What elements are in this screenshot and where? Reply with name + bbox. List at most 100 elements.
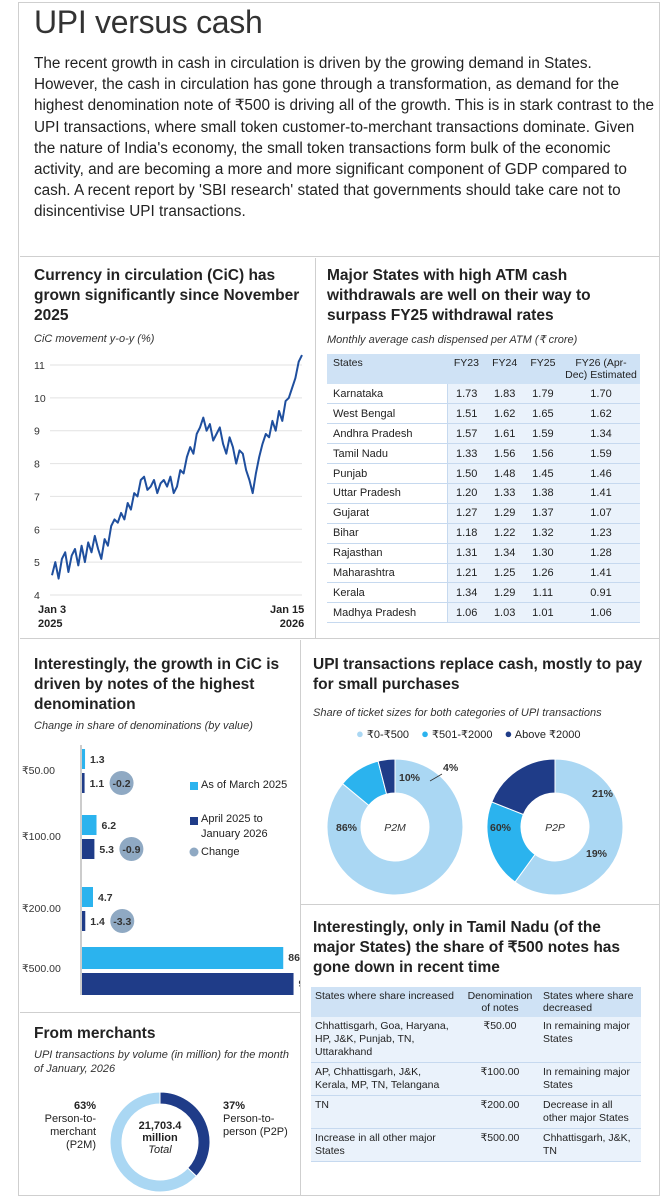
atm-value: 1.83: [485, 384, 524, 405]
atm-subtitle: Monthly average cash dispensed per ATM (…: [327, 334, 578, 346]
state-name: Bihar: [327, 523, 448, 544]
denom-category-label: ₹50.00: [22, 765, 55, 777]
change-bubble: [119, 837, 144, 861]
atm-value: 1.34: [447, 582, 486, 604]
states-cell: Chhattisgarh, J&K, TN: [539, 1128, 641, 1162]
denom-category-label: ₹500.00: [22, 963, 61, 975]
table-row: Kerala 1.34 1.29 1.11 0.91: [327, 582, 640, 604]
atm-value: 1.51: [447, 403, 486, 425]
divider: [20, 638, 660, 639]
tn-heading: Interestingly, only in Tamil Nadu (of th…: [313, 919, 621, 976]
state-name: Maharashtra: [327, 563, 448, 584]
atm-value: 1.11: [523, 582, 562, 604]
states-cell: Increase in all other major States: [311, 1128, 461, 1162]
divider: [20, 256, 660, 257]
cic-y-tick: 10: [34, 393, 46, 405]
donut-center-label: P2M: [384, 822, 406, 834]
atm-value: 1.33: [485, 483, 524, 504]
change-label: -0.2: [113, 778, 131, 790]
atm-value: 1.26: [523, 563, 562, 584]
change-label: -3.3: [113, 916, 131, 928]
atm-value: 1.32: [523, 523, 562, 544]
slice-label: 21%: [592, 788, 614, 800]
donut-slice: [377, 758, 396, 795]
bar-april: [82, 773, 85, 793]
table-row: TN ₹200.00 Decrease in all other major Sta…: [311, 1095, 641, 1129]
atm-value: 0.91: [562, 582, 640, 604]
slice-label: 19%: [586, 848, 608, 860]
bar-april: [82, 839, 95, 859]
bar-april: [82, 973, 294, 995]
cic-y-tick: 6: [34, 524, 40, 536]
bar-april-label: 90.4: [299, 978, 300, 990]
upi-legend: ● ₹0-₹500 ● ₹501-₹2000 ● Above ₹2000: [356, 726, 581, 741]
page-title: UPI versus cash: [34, 4, 263, 40]
denom-subtitle: Change in share of denominations (by val…: [34, 720, 253, 732]
cic-y-tick: 8: [34, 459, 40, 471]
states-cell: AP, Chhattisgarh, J&K, Kerala, MP, TN, T…: [311, 1062, 461, 1096]
atm-column-header: FY24: [485, 354, 524, 384]
bar-april: [82, 911, 86, 931]
change-bubble: [109, 771, 134, 795]
atm-value: 1.06: [562, 602, 640, 624]
cic-subtitle: CiC movement y-o-y (%): [34, 333, 155, 345]
bar-march-label: 6.2: [102, 820, 117, 832]
atm-value: 1.59: [523, 423, 562, 445]
atm-value: 1.33: [447, 443, 486, 465]
atm-value: 1.56: [485, 443, 524, 465]
denom-category-label: ₹100.00: [22, 831, 61, 843]
table-row: Andhra Pradesh 1.57 1.61 1.59 1.34: [327, 423, 640, 445]
state-name: Tamil Nadu: [327, 443, 448, 465]
cic-x-start: Jan 3 2025: [38, 604, 67, 630]
slice-label: 10%: [399, 772, 421, 784]
slice-leader: [429, 773, 443, 782]
table-row: Maharashtra 1.21 1.25 1.26 1.41: [327, 563, 640, 584]
state-name: West Bengal: [327, 403, 448, 425]
state-name: Uttar Pradesh: [327, 483, 448, 504]
bar-april-label: 1.1: [90, 778, 105, 790]
atm-value: 1.22: [485, 523, 524, 544]
atm-value: 1.57: [447, 423, 486, 445]
atm-value: 1.70: [562, 384, 640, 405]
cic-y-tick: 11: [34, 360, 45, 372]
state-name: Karnataka: [327, 384, 448, 405]
atm-value: 1.31: [447, 543, 486, 564]
state-name: Rajasthan: [327, 543, 448, 564]
merchants-donut: [109, 1091, 211, 1193]
atm-value: 1.41: [562, 483, 640, 504]
p2p-callout: 37% Person-to-person (P2P): [223, 1100, 288, 1138]
atm-value: 1.79: [523, 384, 562, 405]
cic-y-tick: 7: [34, 491, 40, 503]
table-row: Chhattisgarh, Goa, Haryana, HP, J&K, Pun…: [311, 1017, 641, 1063]
atm-value: 1.37: [523, 503, 562, 524]
table-row: Bihar 1.18 1.22 1.32 1.23: [327, 523, 640, 544]
intro-paragraph: The recent growth in cash in circulation…: [34, 55, 654, 221]
atm-value: 1.01: [523, 602, 562, 624]
denom-heading: Interestingly, the growth in CiC is driv…: [34, 656, 280, 713]
atm-column-header: FY26 (Apr- Dec) Estimated: [562, 354, 640, 384]
bar-march-label: 86.0: [288, 952, 300, 964]
bar-april-label: 5.3: [99, 844, 114, 856]
atm-value: 1.07: [562, 503, 640, 524]
states-cell: Chhattisgarh, Goa, Haryana, HP, J&K, Pun…: [311, 1017, 461, 1063]
atm-value: 1.50: [447, 463, 486, 484]
denom-category-label: ₹200.00: [22, 903, 61, 915]
legend-march-label: As of March 2025: [201, 779, 288, 791]
atm-value: 1.27: [447, 503, 486, 524]
legend-march-swatch: [190, 782, 198, 790]
bar-march: [82, 887, 93, 907]
bar-april-label: 1.4: [90, 916, 105, 928]
change-label: -0.9: [122, 844, 140, 856]
denom-bar-chart: ₹50.00 1.3 1.1 -0.2 ₹100.00 6.2 5.3 -0.9 ₹200.00…: [22, 745, 300, 995]
bar-march: [82, 947, 284, 969]
table-row: AP, Chhattisgarh, J&K, Kerala, MP, TN, T…: [311, 1062, 641, 1096]
state-name: Kerala: [327, 582, 448, 604]
atm-table: States FY23 FY24 FY25 FY26 (Apr- Dec) Estima…: [327, 354, 640, 624]
atm-value: 1.30: [523, 543, 562, 564]
cic-y-tick: 4: [34, 590, 40, 602]
table-row: Rajasthan 1.31 1.34 1.30 1.28: [327, 543, 640, 564]
atm-value: 1.62: [485, 403, 524, 425]
denomination-cell: ₹100.00: [461, 1062, 539, 1096]
legend-april-label: April 2025 to January 2026: [201, 813, 268, 840]
atm-heading: Major States with high ATM cash withdraw…: [327, 267, 591, 324]
